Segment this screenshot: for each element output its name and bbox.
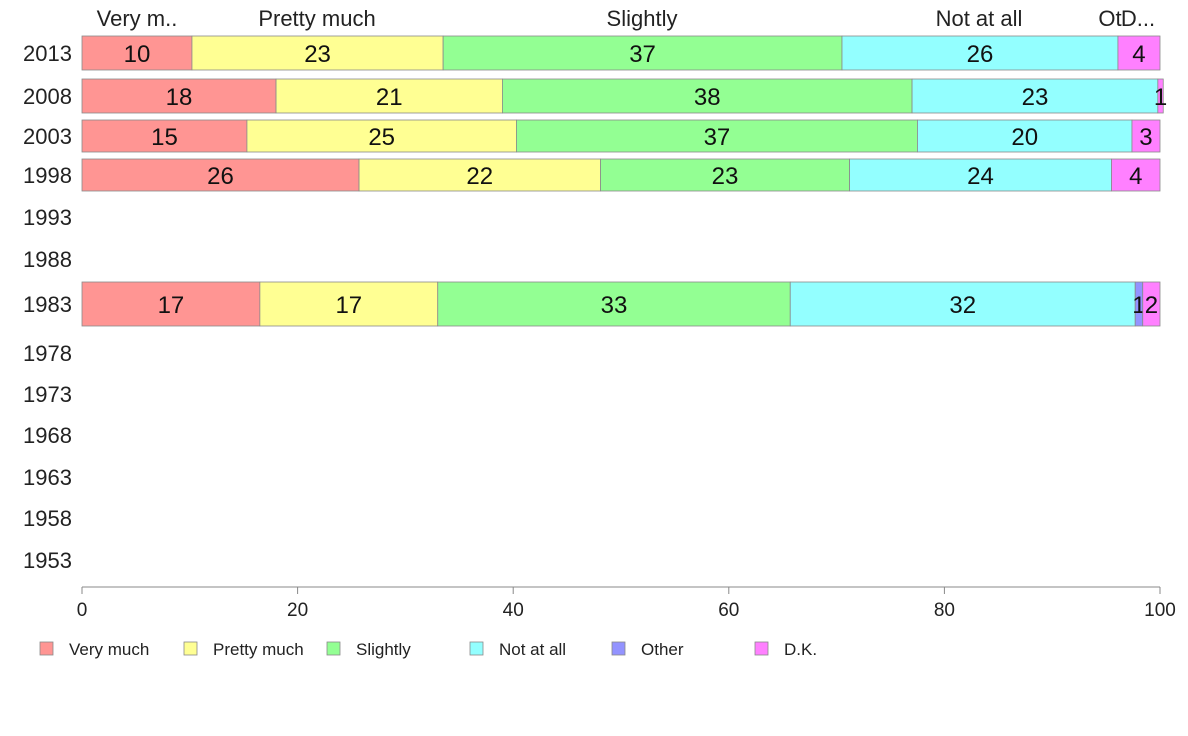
category-label-1998: 1998	[23, 163, 72, 188]
bar-2003-not-at-all	[917, 119, 1133, 153]
x-tick-label-60: 60	[718, 600, 739, 621]
value-label-1998-1: 22	[466, 163, 493, 190]
value-label-2003-3: 20	[1011, 124, 1038, 151]
legend-swatch-pretty-much	[183, 641, 198, 656]
value-label-1998-3: 24	[967, 163, 994, 190]
value-label-2003-0: 15	[151, 124, 178, 151]
bar-2013-not-at-all	[841, 35, 1119, 71]
legend-label-d-k-: D.K.	[784, 640, 817, 659]
x-tick-label-80: 80	[934, 600, 955, 621]
bar-2008-d-k-	[1157, 78, 1164, 114]
category-label-1968: 1968	[23, 423, 72, 448]
value-label-2013-2: 37	[629, 41, 656, 68]
legend-swatch-d-k-	[754, 641, 769, 656]
bar-1998-d-k-	[1111, 158, 1161, 192]
value-label-2008-2: 38	[694, 84, 721, 111]
bar-2008-slightly	[502, 78, 913, 114]
category-label-1963: 1963	[23, 465, 72, 490]
legend-label-pretty-much: Pretty much	[213, 640, 304, 659]
legend-label-other: Other	[641, 640, 684, 659]
value-label-2008-5: 1	[1154, 84, 1167, 111]
value-label-1983-4: 1	[1132, 292, 1145, 319]
bar-2003-pretty-much	[246, 119, 517, 153]
bar-1998-very-much	[81, 158, 360, 192]
legend-swatch-very-much	[39, 641, 54, 656]
value-label-2013-5: 4	[1132, 41, 1145, 68]
category-label-2008: 2008	[23, 84, 72, 109]
value-label-1983-5: 2	[1145, 292, 1158, 319]
bar-2003-d-k-	[1131, 119, 1161, 153]
category-label-1983: 1983	[23, 292, 72, 317]
bar-1983-d-k-	[1142, 281, 1161, 327]
bar-2003-slightly	[516, 119, 918, 153]
x-tick-label-100: 100	[1144, 600, 1176, 621]
category-label-2013: 2013	[23, 41, 72, 66]
bar-2013-slightly	[442, 35, 843, 71]
legend-label-slightly: Slightly	[356, 640, 411, 659]
value-label-2003-2: 37	[704, 124, 731, 151]
category-label-1988: 1988	[23, 247, 72, 272]
value-label-2013-3: 26	[967, 41, 994, 68]
bar-1983-slightly	[437, 281, 791, 327]
value-label-1998-2: 23	[712, 163, 739, 190]
value-label-2003-1: 25	[368, 124, 395, 151]
category-label-1973: 1973	[23, 382, 72, 407]
column-header-5: D...	[1121, 6, 1155, 31]
category-label-1958: 1958	[23, 506, 72, 531]
column-header-2: Slightly	[607, 6, 678, 31]
value-label-2003-5: 3	[1139, 124, 1152, 151]
category-label-1953: 1953	[23, 548, 72, 573]
bar-2008-very-much	[81, 78, 277, 114]
column-header-1: Pretty much	[258, 6, 375, 31]
legend-swatch-other	[611, 641, 626, 656]
x-tick-label-20: 20	[287, 600, 308, 621]
bar-1998-not-at-all	[849, 158, 1112, 192]
value-label-2013-0: 10	[124, 41, 151, 68]
value-label-2008-3: 23	[1022, 84, 1049, 111]
value-label-2013-1: 23	[304, 41, 331, 68]
bar-2013-d-k-	[1117, 35, 1161, 71]
bar-2008-not-at-all	[911, 78, 1159, 114]
legend-label-very-much: Very much	[69, 640, 149, 659]
category-label-1978: 1978	[23, 341, 72, 366]
value-label-2008-1: 21	[376, 84, 403, 111]
bar-2013-pretty-much	[191, 35, 444, 71]
bar-2008-pretty-much	[275, 78, 503, 114]
category-label-2003: 2003	[23, 124, 72, 149]
column-header-4: Ot	[1098, 6, 1121, 31]
value-label-1998-5: 4	[1129, 163, 1142, 190]
legend-swatch-slightly	[326, 641, 341, 656]
x-tick-label-40: 40	[503, 600, 524, 621]
bar-2013-very-much	[81, 35, 193, 71]
value-label-1983-2: 33	[601, 292, 628, 319]
legend-label-not-at-all: Not at all	[499, 640, 566, 659]
value-label-1983-0: 17	[158, 292, 185, 319]
value-label-1983-3: 32	[949, 292, 976, 319]
x-tick-label-0: 0	[77, 600, 88, 621]
value-label-2008-0: 18	[166, 84, 193, 111]
column-header-0: Very m..	[97, 6, 178, 31]
bar-2003-very-much	[81, 119, 248, 153]
category-label-1993: 1993	[23, 205, 72, 230]
value-label-1983-1: 17	[335, 292, 362, 319]
column-header-3: Not at all	[936, 6, 1023, 31]
legend-swatch-not-at-all	[469, 641, 484, 656]
value-label-1998-0: 26	[207, 163, 234, 190]
